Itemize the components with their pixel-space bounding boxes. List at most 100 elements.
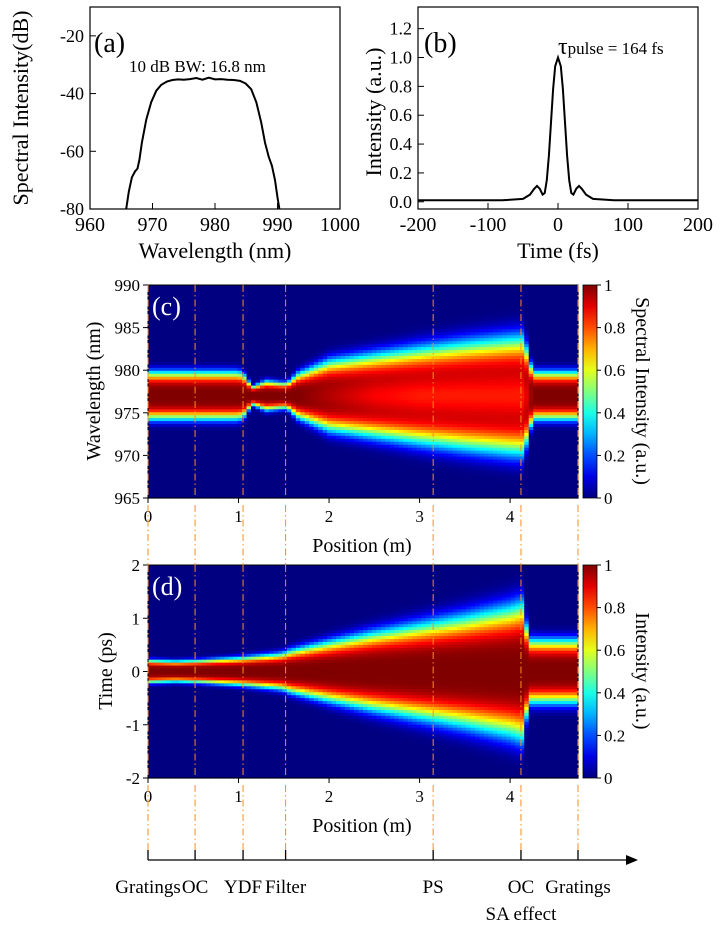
heatmap-cell	[398, 465, 404, 470]
heatmap-cell	[174, 293, 180, 298]
heatmap-cell	[304, 429, 310, 434]
heatmap-cell	[322, 373, 328, 378]
heatmap-cell	[188, 462, 194, 467]
heatmap-cell	[264, 317, 270, 322]
heatmap-cell	[340, 296, 346, 301]
heatmap-cell	[259, 347, 266, 351]
heatmap-cell	[161, 388, 167, 393]
heatmap-cell	[224, 353, 230, 357]
heatmap-cell	[318, 296, 324, 301]
heatmap-cell	[385, 429, 391, 434]
heatmap-cell	[336, 424, 342, 428]
heatmap-cell	[219, 468, 225, 472]
heatmap-cell	[398, 489, 404, 493]
heatmap-cell	[148, 403, 154, 407]
heatmap-cell	[313, 427, 319, 431]
heatmap-cell	[179, 471, 185, 475]
heatmap-cell	[385, 403, 391, 407]
heatmap-cell	[201, 299, 207, 304]
heatmap-cell	[363, 344, 369, 348]
heatmap-cell	[282, 335, 288, 339]
heatmap-cell	[246, 344, 252, 348]
heatmap-cell	[242, 456, 248, 461]
heatmap-cell	[398, 308, 404, 313]
heatmap-cell	[152, 471, 158, 475]
heatmap-cell	[197, 332, 203, 336]
heatmap-cell	[371, 296, 378, 301]
heatmap-cell	[313, 462, 319, 467]
heatmap-cell	[188, 421, 194, 425]
heatmap-cell	[255, 329, 261, 333]
heatmap-cell	[304, 480, 310, 484]
heatmap-cell	[340, 356, 346, 360]
heatmap-cell	[161, 364, 167, 369]
heatmap-cell	[179, 477, 185, 481]
heatmap-cell	[148, 459, 154, 464]
heatmap-cell	[367, 287, 373, 292]
heatmap-cell	[313, 305, 319, 310]
heatmap-cell	[224, 311, 230, 316]
heatmap-cell	[286, 429, 292, 434]
heatmap-cell	[210, 379, 216, 384]
heatmap-cell	[304, 403, 310, 407]
heatmap-cell	[255, 379, 261, 384]
heatmap-cell	[255, 462, 261, 467]
heatmap-cell	[349, 453, 355, 458]
heatmap-cell	[389, 495, 395, 499]
heatmap-cell	[165, 394, 171, 399]
heatmap-cell	[358, 391, 364, 396]
heatmap-cell	[349, 364, 355, 369]
heatmap-cell	[174, 438, 180, 443]
heatmap-cell	[318, 329, 324, 333]
heatmap-cell	[385, 367, 391, 372]
heatmap-cell	[291, 379, 297, 384]
heatmap-cell	[251, 495, 257, 499]
heatmap-cell	[371, 344, 378, 348]
heatmap-cell	[246, 450, 252, 455]
heatmap-cell	[179, 394, 185, 399]
heatmap-cell	[188, 382, 194, 387]
heatmap-cell	[380, 290, 386, 295]
heatmap-cell	[318, 367, 324, 372]
heatmap-cell	[331, 403, 337, 407]
heatmap-cell	[282, 415, 288, 419]
heatmap-cell	[255, 285, 261, 289]
heatmap-cell	[340, 290, 346, 295]
heatmap-cell	[268, 308, 275, 313]
heatmap-cell	[385, 385, 391, 390]
heatmap-cell	[188, 450, 194, 455]
heatmap-cell	[371, 421, 378, 425]
heatmap-cell	[371, 326, 378, 330]
heatmap-cell	[327, 344, 333, 348]
heatmap-cell	[295, 495, 301, 499]
heatmap-cell	[354, 418, 360, 422]
heatmap-cell	[313, 489, 319, 493]
heatmap-cell	[161, 344, 167, 348]
heatmap-cell	[228, 344, 234, 348]
heatmap-cell	[179, 311, 185, 316]
heatmap-cell	[394, 317, 400, 322]
heatmap-cell	[398, 356, 404, 360]
heatmap-cell	[170, 290, 176, 295]
heatmap-cell	[206, 435, 212, 440]
heatmap-cell	[233, 429, 239, 434]
heatmap-cell	[179, 338, 185, 342]
heatmap-cell	[161, 376, 167, 381]
heatmap-cell	[354, 311, 360, 316]
heatmap-cell	[174, 391, 180, 396]
heatmap-cell	[224, 456, 230, 461]
heatmap-cell	[286, 406, 292, 410]
heatmap-cell	[398, 459, 404, 464]
heatmap-cell	[327, 412, 333, 416]
heatmap-cell	[264, 379, 270, 384]
heatmap-cell	[313, 299, 319, 304]
heatmap-cell	[389, 347, 395, 351]
heatmap-cell	[156, 364, 163, 369]
heatmap-cell	[156, 356, 163, 360]
heatmap-cell	[277, 329, 283, 333]
heatmap-cell	[179, 444, 185, 449]
heatmap-cell	[385, 462, 391, 467]
heatmap-cell	[385, 287, 391, 292]
heatmap-cell	[188, 320, 194, 325]
heatmap-cell	[394, 358, 400, 363]
